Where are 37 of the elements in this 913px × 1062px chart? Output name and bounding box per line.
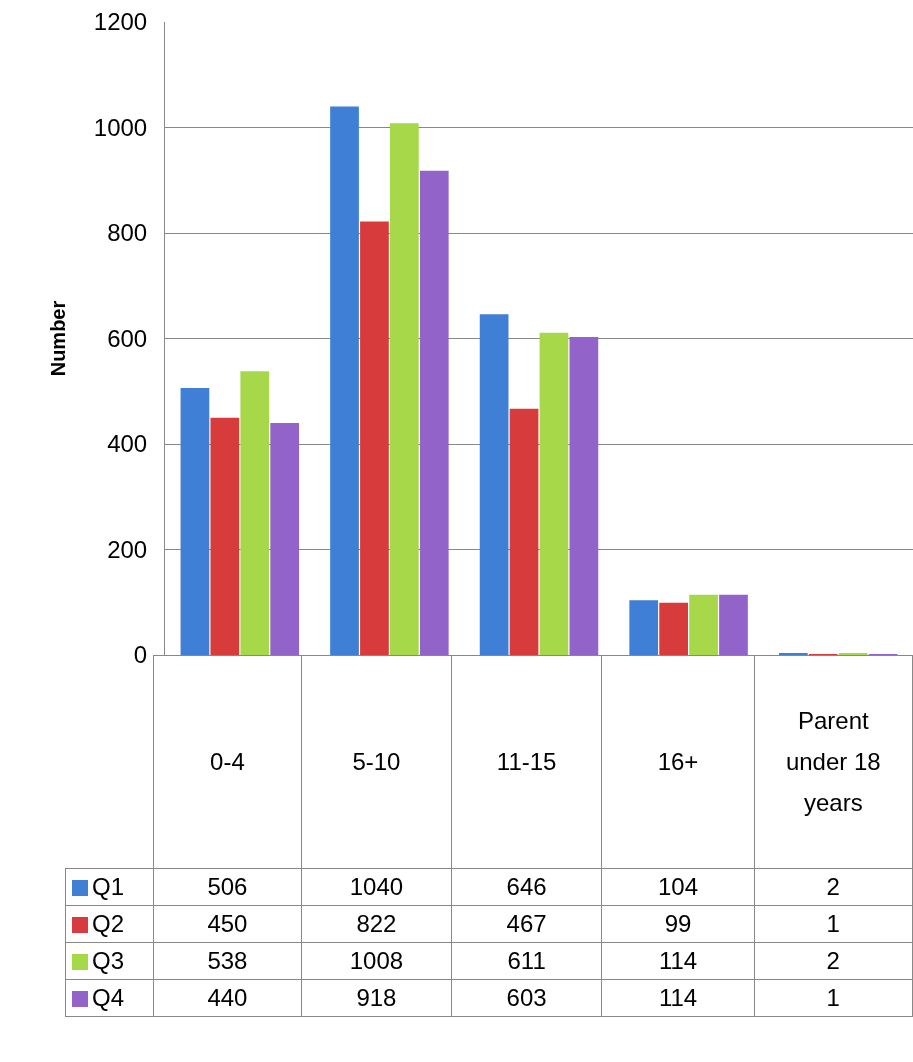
y-tick-label: 0: [133, 641, 148, 669]
x-tick-label: 0-4: [153, 655, 302, 868]
x-tick-label: 11-15: [451, 655, 602, 868]
data-label: 918: [301, 979, 452, 1016]
y-tick-label: 800: [107, 219, 148, 247]
data-label: 1: [754, 905, 913, 942]
x-tick-label: 5-10: [301, 655, 452, 868]
data-label: 822: [301, 905, 452, 942]
legend-label: Q2: [92, 909, 125, 937]
y-tick-label: 1000: [93, 113, 148, 141]
data-label: 1: [754, 979, 913, 1016]
y-tick-label: 600: [107, 324, 148, 352]
data-label: 104: [601, 868, 755, 905]
data-label: 2: [754, 942, 913, 979]
data-label: 467: [451, 905, 602, 942]
y-tick-label: 1200: [93, 8, 148, 36]
legend-label: Q1: [92, 872, 125, 900]
data-label: 1040: [301, 868, 452, 905]
x-tick-label: 16+: [601, 655, 755, 868]
y-axis-title: Number: [47, 300, 70, 377]
y-tick-label: 200: [107, 535, 148, 563]
legend-label: Q3: [92, 946, 125, 974]
data-label: 603: [451, 979, 602, 1016]
data-label: 611: [451, 942, 602, 979]
data-label: 114: [601, 942, 755, 979]
legend-label: Q4: [92, 983, 125, 1011]
x-tick-label: Parent under 18 years: [754, 655, 913, 868]
data-label: 450: [153, 905, 302, 942]
data-label: 506: [153, 868, 302, 905]
data-label: 646: [451, 868, 602, 905]
data-label: 1008: [301, 942, 452, 979]
data-label: 440: [153, 979, 302, 1016]
y-tick-label: 400: [107, 430, 148, 458]
data-label: 99: [601, 905, 755, 942]
data-label: 2: [754, 868, 913, 905]
data-label: 538: [153, 942, 302, 979]
data-label: 114: [601, 979, 755, 1016]
